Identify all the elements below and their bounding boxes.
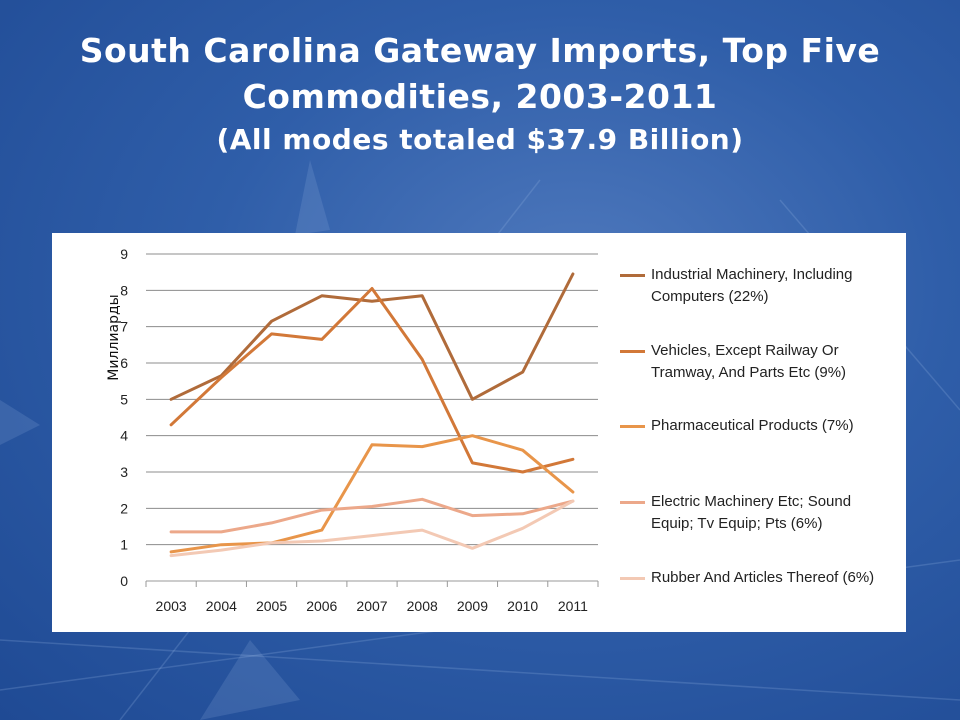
x-tick-label: 2008 [407, 598, 438, 614]
line-chart: 0 1 2 3 4 5 6 7 8 9 2003 2004 2005 2006 2007 2008 2009 20… [106, 246, 599, 614]
x-tick-label: 2004 [206, 598, 237, 614]
x-tick-label: 2010 [507, 598, 538, 614]
series-line-5 [169, 499, 575, 558]
legend-swatch [620, 350, 645, 353]
slide-subtitle: (All modes totaled $37.9 Billion) [216, 123, 744, 156]
slide-title: South Carolina Gateway Imports, Top Five… [79, 31, 881, 116]
legend-label: Electric Machinery Etc; Sound Equip; Tv … [651, 493, 852, 532]
legend-swatch [620, 501, 645, 504]
x-tick-label: 2006 [306, 598, 337, 614]
chart-legend: Industrial Machinery, Including Computer… [618, 258, 898, 618]
y-tick-label: 7 [120, 319, 128, 335]
y-tick-label: 3 [120, 464, 128, 480]
y-tick-label: 4 [120, 428, 128, 444]
legend-swatch [620, 577, 645, 580]
y-axis-label: Миллиарды [106, 294, 122, 380]
series-line-3 [169, 434, 575, 554]
series-line-2 [169, 287, 575, 474]
x-tick-label: 2009 [457, 598, 488, 614]
legend-label: Rubber And Articles Thereof (6%) [651, 569, 875, 586]
y-tick-label: 5 [120, 391, 128, 407]
y-tick-label: 9 [120, 246, 128, 262]
legend-swatch [620, 274, 645, 277]
y-tick-label: 0 [120, 573, 128, 589]
x-tick-label: 2011 [558, 598, 588, 614]
y-tick-label: 8 [120, 282, 128, 298]
y-tick-label: 2 [120, 500, 128, 516]
x-tick-label: 2005 [256, 598, 287, 614]
series-line-1 [169, 272, 575, 401]
legend-label: Vehicles, Except Railway Or Tramway, And… [651, 342, 847, 381]
legend-label: Industrial Machinery, Including Computer… [651, 266, 853, 305]
y-tick-label: 1 [120, 537, 128, 553]
series-line-4 [169, 497, 575, 534]
x-tick-label: 2007 [356, 598, 387, 614]
chart-panel: 0 1 2 3 4 5 6 7 8 9 2003 2004 2005 2006 2007 2008 2009 20… [52, 233, 906, 632]
y-tick-label: 6 [120, 355, 128, 371]
legend-label: Pharmaceutical Products (7%) [651, 417, 854, 434]
slide-title-block: South Carolina Gateway Imports, Top Five… [0, 28, 960, 160]
legend-swatch [620, 425, 645, 428]
x-tick-label: 2003 [156, 598, 187, 614]
